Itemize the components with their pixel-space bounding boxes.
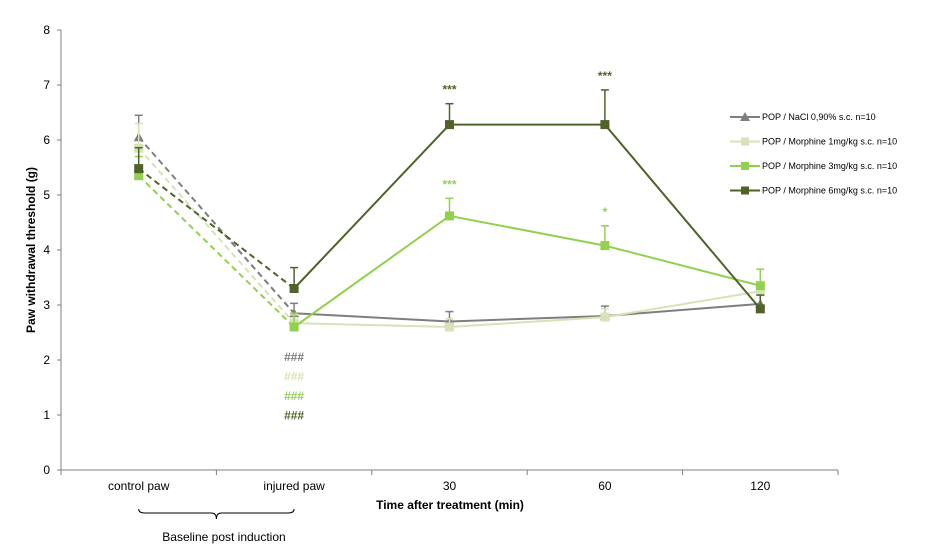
data-point (134, 171, 144, 181)
hash-label: ### (284, 389, 304, 403)
baseline-bracket-label: Baseline post induction (162, 530, 285, 544)
y-tick-label: 0 (43, 463, 50, 477)
x-axis-title: Time after treatment (min) (376, 498, 524, 512)
legend-marker (741, 137, 749, 146)
y-axis-title: Paw withdrawal threshold (g) (24, 167, 38, 333)
y-tick-label: 2 (43, 353, 50, 367)
data-point (755, 281, 765, 291)
data-point (600, 312, 610, 322)
hash-label: ### (284, 350, 304, 364)
series-line (293, 123, 762, 310)
y-tick-label: 5 (43, 188, 50, 202)
data-point (289, 284, 299, 293)
y-tick-label: 8 (43, 23, 50, 37)
data-point (134, 164, 144, 174)
axes: 0 1 2 3 4 5 6 7 8 control paw injured paw 30 60 120 (43, 23, 839, 520)
legend-marker (741, 186, 749, 195)
legend-entry: POP / NaCl 0,90% s.c. n=10 (730, 112, 876, 122)
series-line (294, 302, 761, 323)
x-tick-label: control paw (108, 479, 170, 493)
series-layer (133, 89, 766, 332)
data-point (445, 211, 454, 221)
hash-label: ### (284, 409, 304, 423)
series-line (294, 290, 761, 329)
annotations: ######****###******### (284, 69, 612, 423)
y-tick-label: 4 (43, 243, 50, 257)
baseline-line (137, 136, 295, 314)
baseline-line (137, 147, 295, 324)
series-2 (134, 122, 765, 332)
x-tick-label: 30 (443, 479, 457, 493)
significance-label: * (603, 205, 608, 219)
data-point (755, 286, 765, 296)
data-point (289, 322, 299, 332)
legend-entry: POP / Morphine 1mg/kg s.c. n=10 (730, 137, 897, 147)
data-point (600, 241, 610, 251)
legend-label: POP / NaCl 0,90% s.c. n=10 (762, 112, 876, 122)
data-point (600, 120, 610, 130)
legend-label: POP / Morphine 1mg/kg s.c. n=10 (762, 137, 897, 147)
y-tick-label: 3 (43, 298, 50, 312)
x-tick-label: injured paw (263, 479, 325, 493)
y-tick-label: 6 (43, 133, 50, 147)
y-tick-label: 1 (43, 408, 50, 422)
significance-label: *** (442, 83, 456, 97)
x-tick-label: 60 (598, 479, 612, 493)
baseline-line (138, 167, 295, 290)
hash-label: ### (284, 370, 304, 384)
baseline-bracket (138, 508, 295, 520)
legend-entry: POP / Morphine 6mg/kg s.c. n=10 (730, 186, 897, 196)
data-point (445, 120, 454, 130)
legend-marker (741, 162, 749, 170)
series-line (293, 214, 761, 328)
series-4 (134, 89, 765, 314)
data-point (445, 322, 454, 332)
data-point (755, 304, 765, 314)
legend: POP / NaCl 0,90% s.c. n=10 POP / Morphine… (730, 112, 897, 196)
y-tick-label: 7 (43, 78, 50, 92)
significance-label: *** (442, 177, 456, 191)
legend-entry: POP / Morphine 3mg/kg s.c. n=10 (730, 161, 897, 171)
legend-label: POP / Morphine 3mg/kg s.c. n=10 (762, 161, 897, 171)
x-tick-label: 120 (750, 479, 770, 493)
baseline-line (138, 175, 295, 328)
significance-label: *** (598, 69, 612, 83)
legend-marker (740, 112, 750, 121)
legend-label: POP / Morphine 6mg/kg s.c. n=10 (762, 186, 897, 196)
